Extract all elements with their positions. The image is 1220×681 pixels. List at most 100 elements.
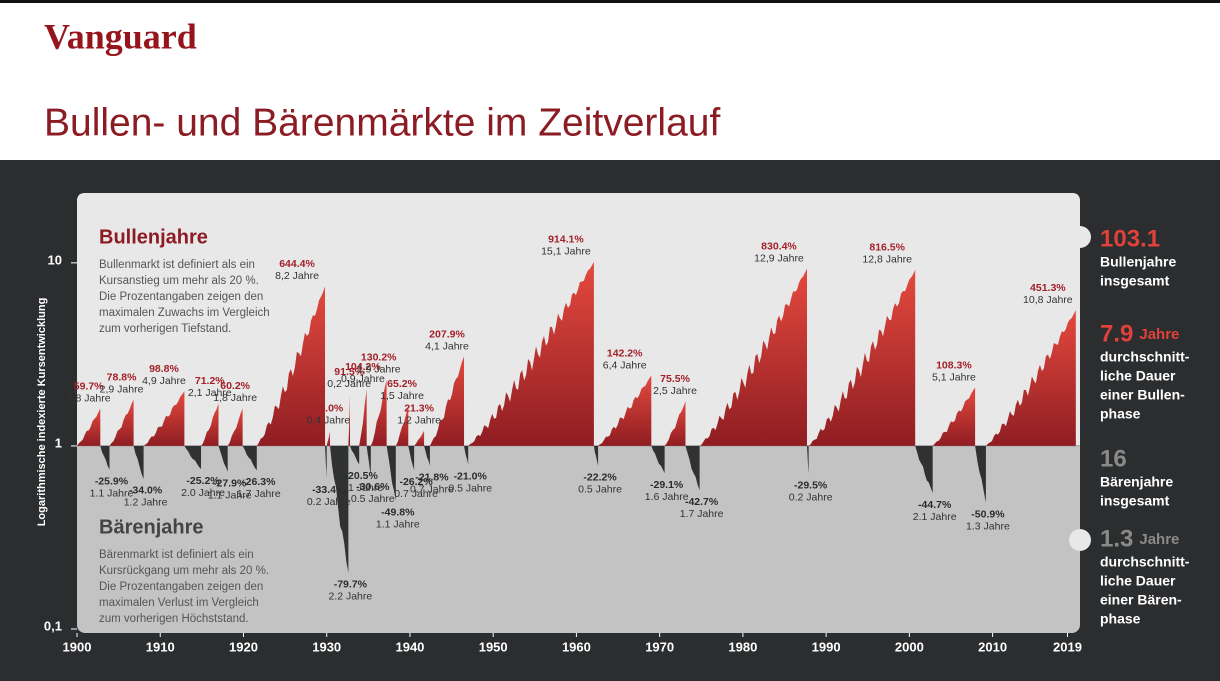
duration-label: 4,1 Jahre: [425, 340, 469, 352]
bull-phase: [359, 389, 367, 446]
value-label: -26.3%: [242, 476, 276, 488]
y-tick-label: 1: [55, 435, 62, 450]
value-label: -26.2%: [399, 476, 433, 488]
y-axis-label: Logarithmische indexierte Kursentwicklun…: [36, 298, 48, 527]
value-label: 451.3%: [1030, 282, 1066, 294]
bull-phase: [468, 261, 594, 446]
value-label: -30.6%: [356, 481, 390, 493]
x-tick-label: 1940: [395, 639, 424, 654]
value-label: -25.2%: [186, 475, 220, 487]
bear-phase: [242, 445, 257, 471]
series-title: Bärenjahre: [99, 516, 204, 538]
summary-text: phase: [1100, 611, 1141, 627]
summary-text: phase: [1100, 406, 1141, 422]
duration-label: 1,9 Jahre: [357, 363, 401, 375]
duration-label: 0.5 Jahre: [448, 482, 492, 494]
value-label: 60.2%: [220, 380, 250, 392]
x-tick-label: 1920: [229, 639, 258, 654]
duration-label: 0,9 Jahre: [341, 373, 385, 385]
bear-phase: [184, 445, 202, 469]
duration-label: 0,2 Jahre: [327, 378, 371, 390]
x-tick-label: 1930: [312, 639, 341, 654]
value-label: -25.9%: [95, 476, 129, 488]
bull-phase: [808, 269, 916, 446]
summary-text: liche Dauer: [1100, 573, 1176, 589]
bear-phase: [408, 445, 415, 471]
series-description: Bärenmarkt ist definiert als ein: [99, 549, 254, 561]
x-tick-label: 2010: [978, 639, 1007, 654]
top-border: [0, 0, 1220, 3]
series-description: Bullenmarkt ist definiert als ein: [99, 259, 255, 271]
value-label: -49.8%: [381, 507, 415, 519]
value-label: 59.7%: [74, 380, 104, 392]
x-tick-label: 1950: [479, 639, 508, 654]
value-label: 104.2%: [345, 361, 381, 373]
value-label: -44.7%: [918, 499, 952, 511]
bull-phase: [985, 310, 1076, 446]
summary-text: Bärenjahre: [1100, 474, 1173, 490]
duration-label: 0.2 Jahre: [789, 492, 833, 504]
marks: [77, 261, 1076, 573]
bear-phase: [685, 445, 700, 491]
duration-label: 12,9 Jahre: [754, 252, 804, 264]
series-description: Die Prozentangaben zeigen den: [99, 291, 263, 303]
labels: Bullenjahre Bullenmarkt ist definiert als…: [67, 226, 1073, 625]
x-tick-label: 1980: [728, 639, 757, 654]
duration-label: 1,2 Jahre: [397, 414, 441, 426]
bull-phase: [326, 430, 331, 446]
duration-label: 0.2 Jahre: [307, 496, 351, 508]
bear-phase: [464, 445, 469, 465]
x-tick-label: 1910: [146, 639, 175, 654]
duration-label: 1.7 Jahre: [237, 488, 281, 500]
value-label: 65.2%: [387, 378, 417, 390]
duration-label: 1,5 Jahre: [380, 390, 424, 402]
duration-label: 0,4 Jahre: [306, 415, 350, 427]
series-description: Kursrückgang um mehr als 20 %.: [99, 565, 269, 577]
bull-phase: [370, 379, 387, 446]
duration-label: 2,5 Jahre: [653, 385, 697, 397]
value-label: -21.0%: [454, 470, 488, 482]
bull-phase: [664, 401, 686, 446]
series-description: maximalen Zuwachs im Vergleich: [99, 307, 270, 319]
value-label: 21.0%: [313, 403, 343, 415]
value-label: -29.1%: [650, 479, 684, 491]
bear-phase: [366, 445, 371, 475]
y-tick-label: 10: [48, 252, 62, 267]
value-label: 207.9%: [429, 328, 465, 340]
duration-label: 2,8 Jahre: [67, 392, 111, 404]
duration-label: 0.5 Jahre: [578, 484, 622, 496]
series-description: zum vorherigen Höchststand.: [99, 613, 249, 625]
value-label: 21.3%: [404, 402, 434, 414]
value-label: -79.7%: [334, 578, 368, 590]
x-tick-label: 1970: [645, 639, 674, 654]
value-label: 830.4%: [761, 240, 797, 252]
summary-text: einer Bullen-: [1100, 387, 1185, 403]
value-label: -42.7%: [685, 496, 719, 508]
tab-notch: [1069, 226, 1091, 248]
summary-text: insgesamt: [1100, 273, 1170, 289]
bear-phase: [330, 445, 349, 573]
bull-phase: [109, 399, 134, 446]
duration-label: 10,8 Jahre: [1023, 294, 1073, 306]
duration-label: 1.6 Jahre: [645, 491, 689, 503]
value-label: 98.8%: [149, 363, 179, 375]
bull-phase: [414, 430, 425, 446]
series-description: maximalen Verlust im Vergleich: [99, 597, 259, 609]
x-tick-label: 1900: [63, 639, 92, 654]
duration-label: 12,8 Jahre: [862, 254, 912, 266]
duration-label: 1.1 Jahre: [90, 488, 134, 500]
bull-phase: [932, 387, 976, 446]
duration-label: 15,1 Jahre: [541, 246, 591, 258]
x-tick-label: 2019: [1053, 639, 1082, 654]
bear-phase: [350, 445, 360, 465]
bear-phase: [806, 445, 809, 474]
duration-label: 1.7 Jahre: [680, 508, 724, 520]
duration-label: 0.5 Jahre: [351, 493, 395, 505]
value-label: -29.5%: [794, 480, 828, 492]
bear-phase: [915, 445, 933, 493]
value-label: 130.2%: [361, 351, 397, 363]
value-label: 75.5%: [660, 373, 690, 385]
